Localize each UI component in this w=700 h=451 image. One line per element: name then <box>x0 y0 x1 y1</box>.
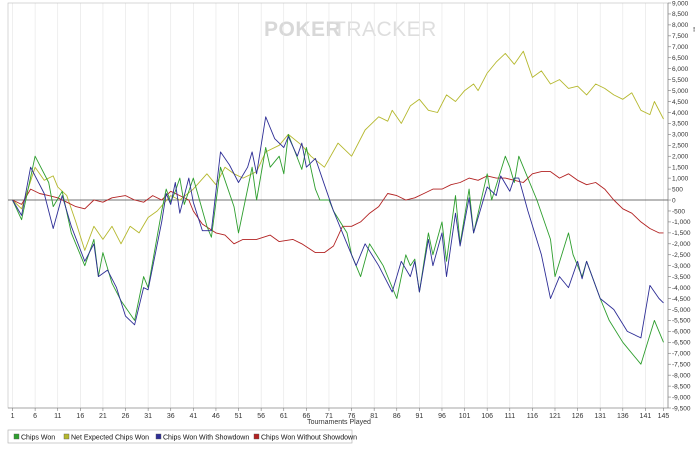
y-tick-label: -4,000 <box>672 285 691 292</box>
y-tick-label: -7,000 <box>672 351 691 358</box>
y-tick-label: -5,500 <box>672 318 691 325</box>
y-tick-label: 3,500 <box>672 121 689 128</box>
x-tick-label: 96 <box>438 413 446 420</box>
pokertracker-watermark: POKER TRACKER <box>264 18 437 41</box>
x-tick-label: 71 <box>325 413 333 420</box>
y-tick-label: -5,000 <box>672 307 691 314</box>
y-tick-label: -3,500 <box>672 274 691 281</box>
y-axis-icon: ⁞ <box>693 26 695 33</box>
y-tick-label: 4,000 <box>672 110 689 117</box>
y-tick-label: -2,500 <box>672 252 691 259</box>
legend-swatch-net-expected-chips-won <box>63 433 70 440</box>
y-tick-label: -2,000 <box>672 241 691 248</box>
x-tick-label: 131 <box>594 413 606 420</box>
y-tick-label: 7,500 <box>672 33 689 40</box>
y-tick-label: 9,000 <box>672 0 689 7</box>
x-tick-label: 1 <box>11 413 15 420</box>
x-tick-label: 106 <box>481 413 493 420</box>
y-tick-label: 500 <box>672 186 683 193</box>
y-tick-label: 1,000 <box>672 175 689 182</box>
watermark-poker: POKER <box>264 18 341 41</box>
y-tick-label: 2,000 <box>672 154 689 161</box>
x-tick-label: 111 <box>504 413 515 420</box>
x-tick-label: 61 <box>280 413 288 420</box>
x-tick-label: 16 <box>76 413 84 420</box>
y-tick-label: -1,500 <box>672 230 691 237</box>
legend-label-chips-won-without-showdown: Chips Won Without Showdown <box>261 435 357 442</box>
x-tick-label: 116 <box>527 413 538 420</box>
series-lines <box>12 50 664 365</box>
y-tick-label: -1,000 <box>672 219 691 226</box>
y-tick-label: -6,000 <box>672 329 691 336</box>
y-tick-label: 1,500 <box>672 164 689 171</box>
x-tick-label: 66 <box>302 413 310 420</box>
series-line-chips-won <box>12 133 664 365</box>
y-tick-label: -6,500 <box>672 340 691 347</box>
y-tick-label: 0 <box>672 197 676 204</box>
y-tick-label: 4,500 <box>672 99 689 106</box>
legend-label-chips-won-with-showdown: Chips Won With Showdown <box>163 435 249 442</box>
y-tick-label: -4,500 <box>672 296 691 303</box>
x-tick-label: 101 <box>459 413 471 420</box>
x-tick-label: 121 <box>549 413 561 420</box>
x-tick-label: 145 <box>658 413 670 420</box>
legend-swatch-chips-won <box>13 433 20 440</box>
y-tick-label: 6,500 <box>672 55 689 62</box>
y-tick-label: 7,000 <box>672 44 689 51</box>
legend-swatch-chips-won-with-showdown <box>155 433 162 440</box>
y-tick-label: 8,000 <box>672 22 689 29</box>
y-tick-label: 5,000 <box>672 88 689 95</box>
series-line-chips-won-with-showdown <box>12 116 664 339</box>
legend-label-chips-won: Chips Won <box>21 435 55 442</box>
x-axis: 1 6 11 16 21 26 31 36 41 46 51 56 61 66 71 76 81 86 91 96 10… <box>8 407 670 420</box>
legend: Chips Won Net Expected Chips Won Chips Won… <box>7 429 357 444</box>
y-tick-label: -500 <box>672 208 685 215</box>
x-axis-title: Tournaments Played <box>307 419 371 426</box>
series-line-net-expected-chips-won <box>12 50 664 251</box>
legend-swatch-chips-won-without-showdown <box>253 433 260 440</box>
x-tick-label: 141 <box>640 413 652 420</box>
y-tick-label: -9,000 <box>672 394 691 401</box>
x-tick-label: 41 <box>189 413 197 420</box>
legend-box <box>7 429 353 444</box>
x-tick-label: 56 <box>257 413 265 420</box>
x-tick-label: 51 <box>235 413 243 420</box>
y-tick-label: -8,500 <box>672 383 691 390</box>
legend-label-net-expected-chips-won: Net Expected Chips Won <box>71 435 149 442</box>
series-line-chips-won-without-showdown <box>12 171 664 254</box>
y-tick-label: -7,500 <box>672 362 691 369</box>
x-tick-label: 46 <box>212 413 220 420</box>
y-tick-label: -3,000 <box>672 263 691 270</box>
y-tick-label: 8,500 <box>672 11 689 18</box>
x-tick-label: 81 <box>370 413 378 420</box>
watermark-tracker: TRACKER <box>333 18 437 41</box>
y-tick-label: 5,500 <box>672 77 689 84</box>
y-tick-label: 2,500 <box>672 143 689 150</box>
x-tick-label: 31 <box>144 413 152 420</box>
x-tick-label: 126 <box>572 413 584 420</box>
x-tick-label: 76 <box>348 413 356 420</box>
y-tick-label: 3,000 <box>672 132 689 139</box>
x-tick-label: 11 <box>54 413 61 420</box>
x-tick-label: 136 <box>617 413 629 420</box>
x-tick-label: 36 <box>167 413 175 420</box>
y-tick-label: -8,000 <box>672 372 691 379</box>
x-tick-label: 91 <box>415 413 423 420</box>
x-tick-label: 86 <box>393 413 401 420</box>
x-tick-label: 26 <box>122 413 130 420</box>
x-tick-label: 21 <box>99 413 107 420</box>
x-tick-label: 6 <box>33 413 37 420</box>
y-tick-label: 6,000 <box>672 66 689 73</box>
y-axis: 9,000 8,500 8,000 7,500 7,000 6,500 6,000 5,500… <box>667 0 695 412</box>
y-tick-label: -9,500 <box>672 405 691 412</box>
